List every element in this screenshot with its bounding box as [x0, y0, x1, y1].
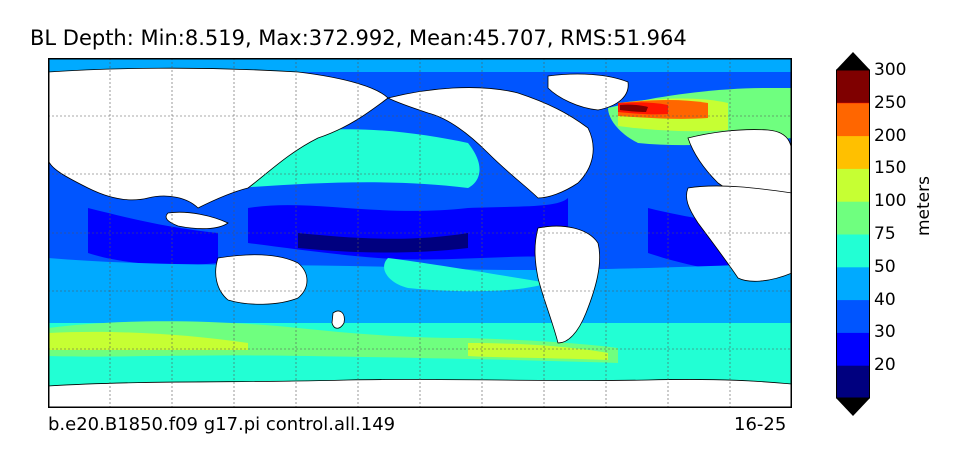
colorbar-tick-label: 75: [874, 224, 896, 244]
colorbar-tick-label: 300: [874, 60, 907, 80]
colorbar-tick-label: 100: [874, 191, 907, 212]
land-greenland: [547, 73, 629, 111]
colorbar-segment: [836, 234, 870, 268]
colorbar-segment: [836, 70, 870, 103]
colorbar-segment: [836, 102, 870, 137]
indian-shallow: [88, 208, 218, 265]
colorbar-tick-label: 50: [874, 256, 896, 277]
case-label: b.e20.B1850.f09 g17.pi control.all.149: [48, 414, 396, 435]
colorbar-segment: [836, 266, 870, 301]
colorbar-segment: [836, 201, 870, 235]
north-atlantic-darkred: [620, 104, 648, 112]
colorbar-segment: [836, 332, 870, 366]
years-label: 16-25: [734, 414, 787, 435]
arctic-band: [48, 58, 792, 72]
map-frame: [48, 58, 792, 408]
land-north-america: [386, 87, 594, 199]
colorbar-extend-bottom: [836, 398, 870, 416]
map-svg: [48, 58, 792, 408]
southern-ocean-yellow-2: [468, 343, 608, 360]
colorbar-tick-label: 40: [874, 289, 896, 310]
land-indonesia: [165, 211, 229, 230]
colorbar-tick-label: 200: [874, 125, 907, 146]
equatorial-pacific-deep: [298, 233, 468, 253]
ocean-map: [48, 58, 792, 408]
colorbar-svg: [836, 52, 870, 416]
colorbar-tick-label: 20: [874, 355, 896, 376]
colorbar-frame: [836, 69, 870, 399]
plot-title: BL Depth: Min:8.519, Max:372.992, Mean:4…: [30, 26, 687, 50]
colorbar-tick-label: 30: [874, 322, 896, 343]
colorbar-segment: [836, 365, 870, 399]
colorbar-segment: [836, 299, 870, 333]
land-new-zealand: [331, 310, 345, 329]
colorbar-tick-label: 150: [874, 158, 907, 179]
colorbar-segment: [836, 135, 870, 169]
land: [48, 67, 792, 408]
colorbar-tick-label: 250: [874, 92, 907, 113]
graticule: [48, 58, 792, 408]
colorbar-label: meters: [914, 176, 934, 236]
land-eurasia: [48, 67, 389, 209]
colorbar: [836, 52, 870, 416]
land-south-america: [534, 225, 601, 344]
colorbar-segment: [836, 168, 870, 202]
land-australia: [215, 254, 308, 305]
colorbar-extend-top: [836, 52, 870, 70]
land-europe: [687, 129, 792, 209]
southern-ocean-yellow-1: [48, 331, 248, 350]
land-africa: [686, 185, 792, 282]
south-pacific-cyan: [384, 258, 548, 292]
